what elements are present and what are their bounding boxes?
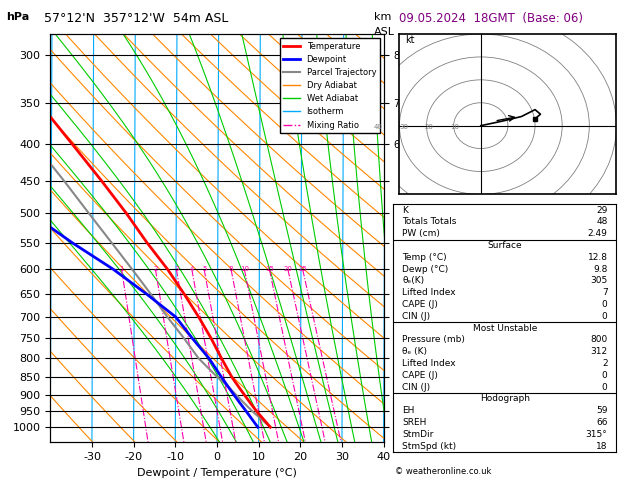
X-axis label: Dewpoint / Temperature (°C): Dewpoint / Temperature (°C) bbox=[137, 468, 297, 478]
Text: 09.05.2024  18GMT  (Base: 06): 09.05.2024 18GMT (Base: 06) bbox=[399, 12, 584, 25]
Text: 30: 30 bbox=[399, 124, 408, 130]
Text: © weatheronline.co.uk: © weatheronline.co.uk bbox=[395, 467, 491, 476]
Text: EH: EH bbox=[402, 406, 415, 415]
Text: 48: 48 bbox=[596, 217, 608, 226]
Text: 40: 40 bbox=[373, 124, 382, 130]
Text: θₑ (K): θₑ (K) bbox=[402, 347, 427, 356]
Text: 20: 20 bbox=[425, 124, 433, 130]
Text: 4: 4 bbox=[190, 266, 194, 273]
Text: 29: 29 bbox=[596, 206, 608, 214]
Text: ASL: ASL bbox=[374, 27, 395, 37]
Text: 59: 59 bbox=[596, 406, 608, 415]
Text: 3: 3 bbox=[174, 266, 179, 273]
Text: 1: 1 bbox=[120, 266, 124, 273]
Text: 2.49: 2.49 bbox=[587, 229, 608, 238]
Text: Dewp (°C): Dewp (°C) bbox=[402, 264, 448, 274]
Text: CAPE (J): CAPE (J) bbox=[402, 371, 438, 380]
Text: Surface: Surface bbox=[487, 241, 522, 250]
Text: km: km bbox=[374, 12, 392, 22]
Text: kt: kt bbox=[405, 35, 415, 45]
Text: 315°: 315° bbox=[586, 430, 608, 439]
Text: CAPE (J): CAPE (J) bbox=[402, 300, 438, 309]
Text: 18: 18 bbox=[596, 442, 608, 451]
Text: 305: 305 bbox=[590, 277, 608, 285]
Text: 20: 20 bbox=[284, 266, 292, 273]
Text: Temp (°C): Temp (°C) bbox=[402, 253, 447, 262]
Text: 10: 10 bbox=[450, 124, 460, 130]
Text: StmSpd (kt): StmSpd (kt) bbox=[402, 442, 456, 451]
Legend: Temperature, Dewpoint, Parcel Trajectory, Dry Adiabat, Wet Adiabat, Isotherm, Mi: Temperature, Dewpoint, Parcel Trajectory… bbox=[280, 38, 379, 133]
Text: 312: 312 bbox=[591, 347, 608, 356]
Text: Totals Totals: Totals Totals bbox=[402, 217, 457, 226]
Text: Pressure (mb): Pressure (mb) bbox=[402, 335, 465, 345]
Text: 15: 15 bbox=[265, 266, 274, 273]
Text: 0: 0 bbox=[602, 312, 608, 321]
Text: 7: 7 bbox=[602, 288, 608, 297]
Text: 8: 8 bbox=[229, 266, 233, 273]
Text: 0: 0 bbox=[602, 300, 608, 309]
Text: CIN (J): CIN (J) bbox=[402, 312, 430, 321]
Text: Hodograph: Hodograph bbox=[480, 394, 530, 403]
Text: hPa: hPa bbox=[6, 12, 30, 22]
Text: 0: 0 bbox=[602, 371, 608, 380]
Text: 10: 10 bbox=[240, 266, 249, 273]
Text: 800: 800 bbox=[590, 335, 608, 345]
Text: 0: 0 bbox=[602, 382, 608, 392]
Text: Lifted Index: Lifted Index bbox=[402, 359, 455, 368]
Text: 5: 5 bbox=[202, 266, 206, 273]
Text: PW (cm): PW (cm) bbox=[402, 229, 440, 238]
Text: StmDir: StmDir bbox=[402, 430, 433, 439]
Text: 25: 25 bbox=[298, 266, 307, 273]
Text: 2: 2 bbox=[602, 359, 608, 368]
Text: SREH: SREH bbox=[402, 418, 426, 427]
Text: Lifted Index: Lifted Index bbox=[402, 288, 455, 297]
Text: Most Unstable: Most Unstable bbox=[472, 324, 537, 332]
Text: K: K bbox=[402, 206, 408, 214]
Text: 12.8: 12.8 bbox=[587, 253, 608, 262]
Text: 66: 66 bbox=[596, 418, 608, 427]
Text: 9.8: 9.8 bbox=[593, 264, 608, 274]
Text: CIN (J): CIN (J) bbox=[402, 382, 430, 392]
Text: 2: 2 bbox=[153, 266, 158, 273]
Text: θₑ(K): θₑ(K) bbox=[402, 277, 424, 285]
Text: 57°12'N  357°12'W  54m ASL: 57°12'N 357°12'W 54m ASL bbox=[44, 12, 228, 25]
